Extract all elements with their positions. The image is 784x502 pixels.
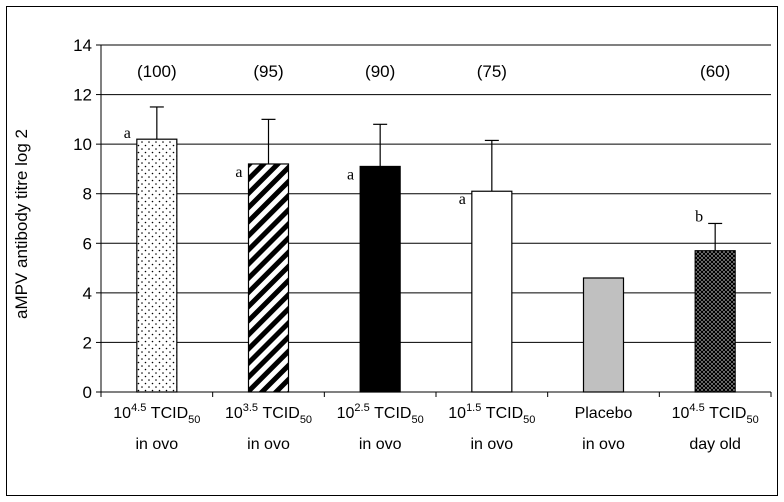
bars [136,106,736,393]
x-tick-label-route: in ovo [359,436,402,453]
percent-label: (75) [477,62,507,81]
percent-label: (90) [365,62,395,81]
significance-letter: a [124,125,131,142]
bar-chart: aMPV antibody titre log 2 0 2 4 6 8 10 12 14 (1… [12,36,772,453]
percent-label: (60) [700,62,730,81]
x-tick-label: Placebo [575,405,633,422]
x-tick-label-route: day old [689,436,741,453]
x-tick-label: 104.5 TCID50 [113,402,200,426]
y-tick-label: 12 [73,86,92,105]
percent-label: (95) [253,62,283,81]
bar [359,165,401,393]
x-tick-label: 101.5 TCID50 [448,402,535,426]
y-axis-label: aMPV antibody titre log 2 [12,129,31,319]
bar [694,250,736,393]
significance-letter: a [347,166,354,183]
bar [136,138,178,393]
y-tick-label: 4 [83,284,92,303]
y-tick-label: 6 [83,234,92,253]
axes: 0 2 4 6 8 10 12 14 [73,36,772,402]
x-tick-label-route: in ovo [247,436,290,453]
y-tick-label: 8 [83,185,92,204]
percent-label: (100) [137,62,177,81]
y-tick-label: 10 [73,135,92,154]
significance-letter: a [235,164,242,181]
y-tick-label: 2 [83,333,92,352]
chart-frame: aMPV antibody titre log 2 0 2 4 6 8 10 12 14 (1… [6,6,778,496]
x-tick-label-route: in ovo [135,436,178,453]
bar [471,190,513,393]
gridlines [101,44,771,343]
bar [247,163,290,393]
y-tick-label: 14 [73,36,92,55]
x-tick-label-route: in ovo [470,436,513,453]
labels: (100) a 104.5 TCID50 in ovo (95) a 103.5 TCID5… [113,62,758,453]
significance-letter: a [459,191,466,208]
bar [582,277,625,393]
x-tick-label-route: in ovo [582,436,625,453]
y-tick-label: 0 [83,383,92,402]
x-tick-label: 102.5 TCID50 [337,402,424,426]
x-tick-label: 103.5 TCID50 [225,402,312,426]
x-tick-label: 104.5 TCID50 [672,402,759,426]
significance-letter: b [695,208,703,225]
